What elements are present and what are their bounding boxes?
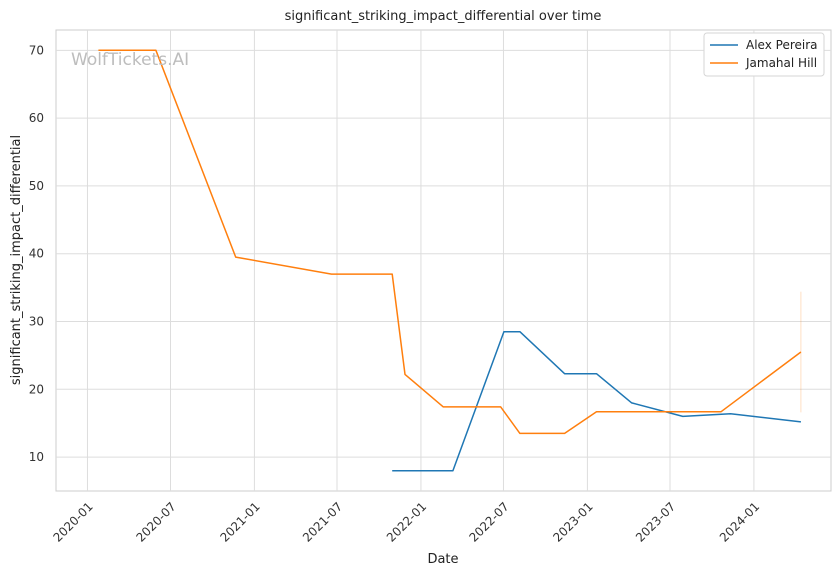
x-tick-label: 2022-01	[384, 499, 429, 544]
legend-label-alex-pereira: Alex Pereira	[746, 38, 818, 52]
x-tick-label: 2021-01	[217, 499, 262, 544]
y-tick-label: 10	[29, 450, 44, 464]
x-tick-label: 2020-01	[50, 499, 95, 544]
y-tick-label: 60	[29, 111, 44, 125]
y-tick-label: 40	[29, 247, 44, 261]
x-tick-label: 2022-07	[466, 499, 511, 544]
watermark-text: WolfTickets.AI	[71, 50, 189, 70]
x-tick-label: 2023-07	[633, 499, 678, 544]
chart-title: significant_striking_impact_differential…	[285, 9, 602, 24]
x-tick-label: 2021-07	[300, 499, 345, 544]
series-layer	[98, 49, 802, 472]
y-axis-title: significant_striking_impact_differential	[9, 135, 24, 385]
x-tick-label: 2020-07	[133, 499, 178, 544]
y-tick-label: 20	[29, 382, 44, 396]
x-axis-title: Date	[427, 552, 458, 567]
y-tick-label: 30	[29, 315, 44, 329]
y-tick-label: 70	[29, 43, 44, 57]
legend-label-jamahal-hill: Jamahal Hill	[745, 56, 817, 70]
legend: Alex Pereira Jamahal Hill	[703, 32, 825, 77]
series-line-jamahal-hill	[98, 49, 802, 435]
grid-layer	[56, 30, 831, 491]
y-tick-label: 50	[29, 179, 44, 193]
plot-area	[55, 29, 832, 492]
x-tick-label: 2023-01	[550, 499, 595, 544]
x-tick-label: 2024-01	[717, 499, 762, 544]
series-line-alex-pereira	[392, 330, 801, 472]
legend-box	[703, 32, 825, 77]
